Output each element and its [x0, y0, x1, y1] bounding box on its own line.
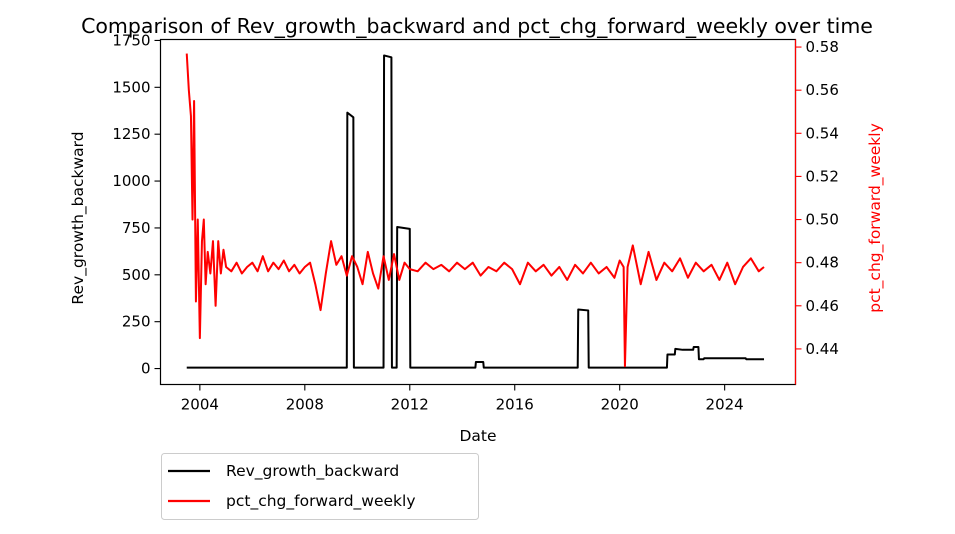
y-right-tick-label-6: 0.56	[806, 81, 839, 99]
y-left-tick-label-2: 500	[122, 266, 151, 284]
y-left-tick-label-1: 250	[122, 313, 151, 331]
series-right-group	[185, 53, 765, 368]
plot-frame	[159, 38, 797, 386]
y-axis-left: 0 250 500 750 1000 1250 1500 1750	[112, 31, 161, 378]
y-right-tick-label-3: 0.50	[806, 211, 839, 229]
legend-label-rev-growth: Rev_growth_backward	[226, 462, 399, 481]
y-left-tick-label-7: 1750	[112, 31, 150, 49]
x-tick-label-1: 2008	[286, 396, 324, 414]
y-right-tick-label-0: 0.44	[806, 340, 839, 358]
y-left-tick-label-4: 1000	[112, 172, 150, 190]
x-tick-label-0: 2004	[181, 396, 219, 414]
legend-box	[161, 453, 479, 520]
y-right-tick-label-1: 0.46	[806, 297, 839, 315]
series-line-1	[185, 53, 765, 368]
y-axis-right: 0.44 0.46 0.48 0.50 0.52 0.54 0.56 0.58	[794, 38, 839, 385]
x-axis-title: Date	[459, 427, 496, 445]
chart-title: Comparison of Rev_growth_backward and pc…	[81, 14, 873, 39]
x-tick-label-2: 2012	[391, 396, 429, 414]
y-left-tick-label-5: 1250	[112, 125, 150, 143]
y-axis-right-title: pct_chg_forward_weekly	[866, 123, 885, 313]
y-left-tick-label-0: 0	[141, 360, 151, 378]
y-right-tick-label-2: 0.48	[806, 254, 839, 272]
series-left-group	[186, 54, 765, 369]
y-left-tick-label-6: 1500	[112, 78, 150, 96]
plot-area	[159, 38, 797, 386]
y-right-tick-label-7: 0.58	[806, 38, 839, 56]
y-right-tick-label-4: 0.52	[806, 167, 839, 185]
x-axis: 2004 2008 2012 2016 2020 2024	[181, 384, 744, 414]
x-tick-label-3: 2016	[496, 396, 534, 414]
y-right-tick-label-5: 0.54	[806, 124, 839, 142]
legend-label-pct-chg: pct_chg_forward_weekly	[226, 492, 416, 511]
y-axis-left-title: Rev_growth_backward	[69, 131, 88, 304]
x-tick-label-5: 2024	[706, 396, 744, 414]
series-line-0	[186, 54, 765, 369]
y-left-tick-label-3: 750	[122, 219, 151, 237]
legend: Rev_growth_backward pct_chg_forward_week…	[161, 453, 479, 520]
x-tick-label-4: 2020	[601, 396, 639, 414]
